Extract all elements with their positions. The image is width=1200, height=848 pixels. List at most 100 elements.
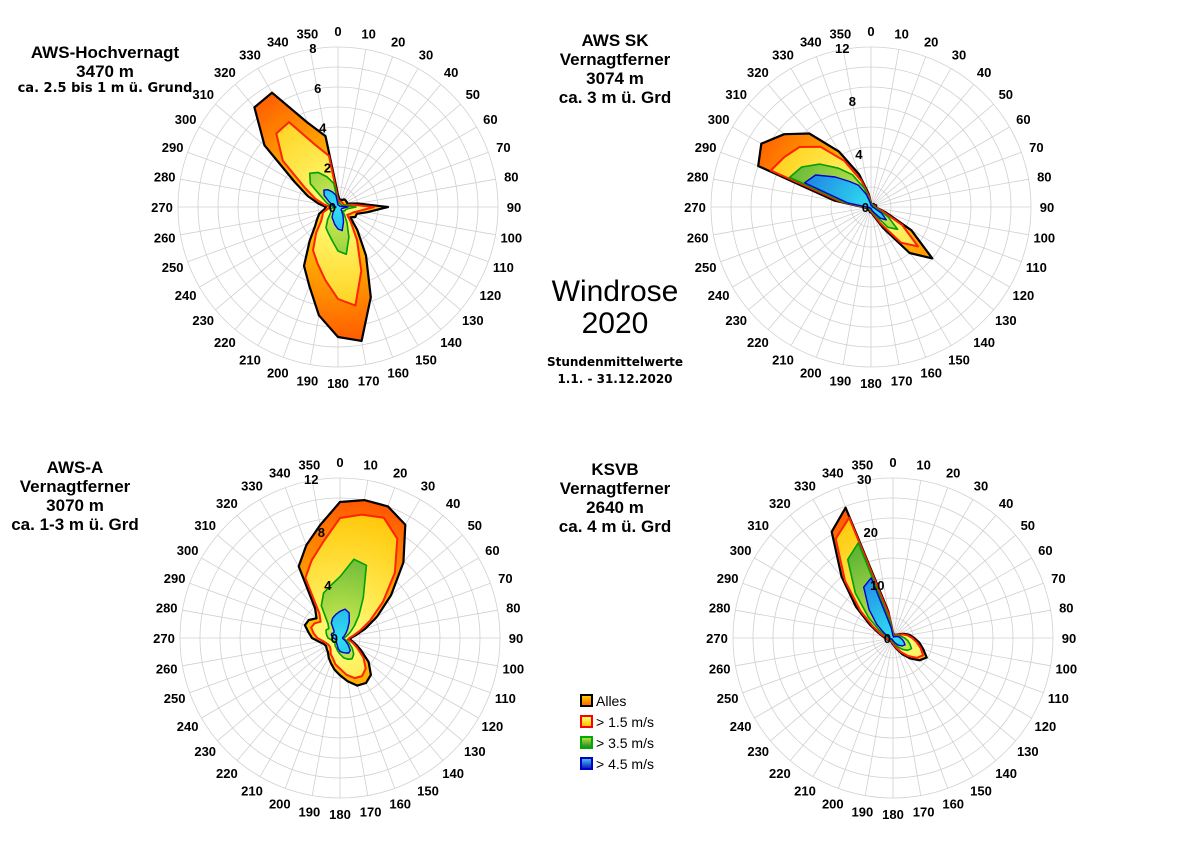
direction-label: 340 bbox=[269, 466, 291, 481]
windrose-ksvb: 0 102030405060708090100110120130140150160… bbox=[706, 455, 1077, 822]
grid-spoke bbox=[199, 206, 339, 288]
direction-label: 320 bbox=[747, 65, 769, 80]
windrose-aws-hochvernagt: 0 102030405060708090100110120130140150160… bbox=[151, 24, 522, 391]
radial-tick-label: 8 bbox=[309, 41, 316, 56]
grid-spoke bbox=[870, 206, 900, 365]
radial-tick-label: 2 bbox=[324, 160, 331, 175]
direction-label: 140 bbox=[973, 335, 995, 350]
direction-label: 10 bbox=[363, 458, 377, 473]
grid-spoke bbox=[742, 582, 894, 639]
direction-label: 180 bbox=[860, 376, 882, 391]
series-gt-4-5 bbox=[323, 188, 349, 232]
direction-label: 270 bbox=[706, 631, 728, 646]
direction-label: 60 bbox=[1038, 543, 1052, 558]
legend-label: Alles bbox=[596, 692, 627, 709]
direction-label: 170 bbox=[358, 373, 380, 388]
direction-label: 200 bbox=[800, 365, 822, 380]
direction-label: 250 bbox=[695, 260, 717, 275]
direction-label: 70 bbox=[496, 140, 510, 155]
direction-label: 30 bbox=[419, 48, 433, 63]
direction-label: 20 bbox=[393, 466, 407, 481]
direction-label: 40 bbox=[444, 65, 458, 80]
direction-label: 110 bbox=[1026, 260, 1047, 275]
station-elevation: 3074 m bbox=[586, 69, 644, 88]
direction-label: 290 bbox=[164, 571, 186, 586]
direction-label: 120 bbox=[480, 288, 502, 303]
subtitle-line-2: 1.1. - 31.12.2020 bbox=[557, 372, 673, 386]
station-title-aws-sk: AWS SK Vernagtferner 3074 m ca. 3 m ü. G… bbox=[515, 31, 715, 107]
direction-label: 350 bbox=[299, 458, 321, 473]
grid-spoke bbox=[337, 84, 442, 208]
direction-label: 80 bbox=[1037, 169, 1051, 184]
grid-spoke bbox=[842, 206, 872, 365]
direction-label: 150 bbox=[948, 352, 970, 367]
grid-spoke bbox=[217, 637, 341, 742]
direction-label: 30 bbox=[421, 479, 435, 494]
direction-label: 120 bbox=[1035, 719, 1057, 734]
grid-spoke bbox=[892, 515, 997, 639]
grid-spoke bbox=[870, 126, 1010, 208]
grid-spoke bbox=[754, 637, 894, 719]
direction-label: 150 bbox=[415, 352, 437, 367]
direction-label: 140 bbox=[440, 335, 462, 350]
grid-spoke bbox=[892, 480, 922, 639]
direction-label: 330 bbox=[772, 48, 794, 63]
direction-label: 60 bbox=[485, 543, 499, 558]
grid-spoke bbox=[337, 206, 477, 288]
grid-spoke bbox=[815, 206, 872, 358]
direction-label: 130 bbox=[464, 744, 486, 759]
direction-label: 20 bbox=[924, 35, 938, 50]
grid-spoke bbox=[870, 206, 927, 358]
direction-label: 250 bbox=[164, 691, 186, 706]
grid-spoke bbox=[870, 151, 1022, 208]
direction-label: 110 bbox=[495, 691, 516, 706]
grid-spoke bbox=[892, 534, 1016, 639]
direction-label: 10 bbox=[894, 27, 908, 42]
legend-item-1-5: > 1.5 m/s bbox=[580, 711, 654, 732]
direction-label: 230 bbox=[192, 313, 214, 328]
direction-label: 240 bbox=[730, 719, 752, 734]
radial-tick-label: 10 bbox=[870, 578, 884, 593]
grid-spoke bbox=[892, 499, 974, 639]
radial-tick-label: 4 bbox=[324, 578, 332, 593]
legend-swatch bbox=[580, 736, 593, 749]
direction-label: 10 bbox=[916, 458, 930, 473]
direction-label: 300 bbox=[177, 543, 199, 558]
direction-label: 190 bbox=[852, 804, 874, 819]
direction-label: 270 bbox=[684, 200, 706, 215]
station-height: ca. 2.5 bis 1 m ü. Grund bbox=[17, 81, 193, 96]
grid-spoke bbox=[337, 126, 477, 208]
series-gt-1-5 bbox=[275, 121, 375, 307]
grid-spoke bbox=[870, 84, 975, 208]
direction-label: 220 bbox=[747, 335, 769, 350]
direction-label: 200 bbox=[269, 796, 291, 811]
station-title-aws-a: AWS-A Vernagtferner 3070 m ca. 1-3 m ü. … bbox=[0, 458, 175, 534]
direction-label: 70 bbox=[1051, 571, 1065, 586]
grid-spoke bbox=[892, 637, 922, 796]
direction-label: 300 bbox=[708, 112, 730, 127]
direction-label: 90 bbox=[1062, 631, 1076, 646]
grid-spoke bbox=[339, 637, 491, 694]
direction-label: 260 bbox=[154, 231, 176, 246]
direction-label: 210 bbox=[794, 783, 816, 798]
radial-tick-label: 12 bbox=[835, 41, 849, 56]
legend-label: > 1.5 m/s bbox=[596, 713, 654, 730]
main-title-year: 2020 bbox=[581, 307, 649, 340]
direction-label: 230 bbox=[725, 313, 747, 328]
series-gt-4-5 bbox=[330, 608, 351, 654]
direction-label: 340 bbox=[800, 35, 822, 50]
direction-label: 130 bbox=[995, 313, 1017, 328]
direction-label: 30 bbox=[952, 48, 966, 63]
grid-spoke bbox=[187, 206, 339, 263]
direction-label: 130 bbox=[1017, 744, 1039, 759]
direction-label: 90 bbox=[507, 200, 521, 215]
grid-spoke bbox=[720, 206, 872, 263]
direction-label: 40 bbox=[999, 496, 1013, 511]
radial-tick-label: 0 bbox=[884, 631, 891, 646]
direction-label: 100 bbox=[500, 231, 522, 246]
series-gt-4-5 bbox=[863, 577, 906, 647]
direction-label: 260 bbox=[687, 231, 709, 246]
direction-label: 50 bbox=[468, 518, 482, 533]
station-height: ca. 3 m ü. Grd bbox=[558, 88, 672, 107]
direction-label: 40 bbox=[446, 496, 460, 511]
